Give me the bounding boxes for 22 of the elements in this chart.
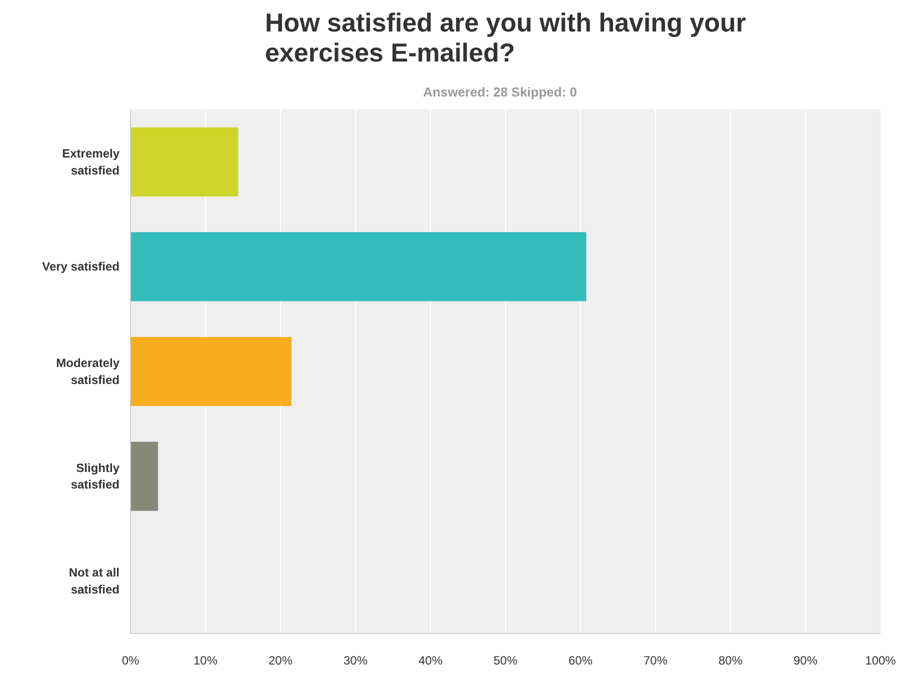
- x-tick-label: 70%: [643, 654, 668, 668]
- x-tick-label: 20%: [268, 654, 293, 668]
- x-tick-label: 50%: [493, 654, 518, 668]
- x-tick-label: 10%: [193, 654, 218, 668]
- y-tick-label: Not at all satisfied: [68, 566, 120, 596]
- chart-title: How satisfied are you with having your exercises E-mailed?: [264, 8, 746, 68]
- y-tick-label: Moderately satisfied: [56, 356, 120, 387]
- bar: [130, 232, 586, 302]
- y-tick-label: Slightly satisfied: [70, 460, 120, 492]
- x-tick-label: 60%: [568, 654, 593, 668]
- bar: [130, 442, 158, 511]
- x-tick-label: 100%: [865, 654, 896, 668]
- x-tick-label: 40%: [418, 654, 443, 668]
- bar: [130, 127, 238, 196]
- x-tick-label: 90%: [793, 654, 818, 668]
- y-tick-label: Very satisfied: [42, 260, 120, 274]
- y-tick-label: Extremely satisfied: [62, 146, 120, 178]
- chart-subtitle: Answered: 28 Skipped: 0: [423, 84, 578, 100]
- bar: [130, 336, 292, 406]
- x-tick-label: 30%: [343, 654, 368, 668]
- x-tick-label: 80%: [718, 654, 743, 668]
- x-tick-label: 0%: [122, 654, 140, 668]
